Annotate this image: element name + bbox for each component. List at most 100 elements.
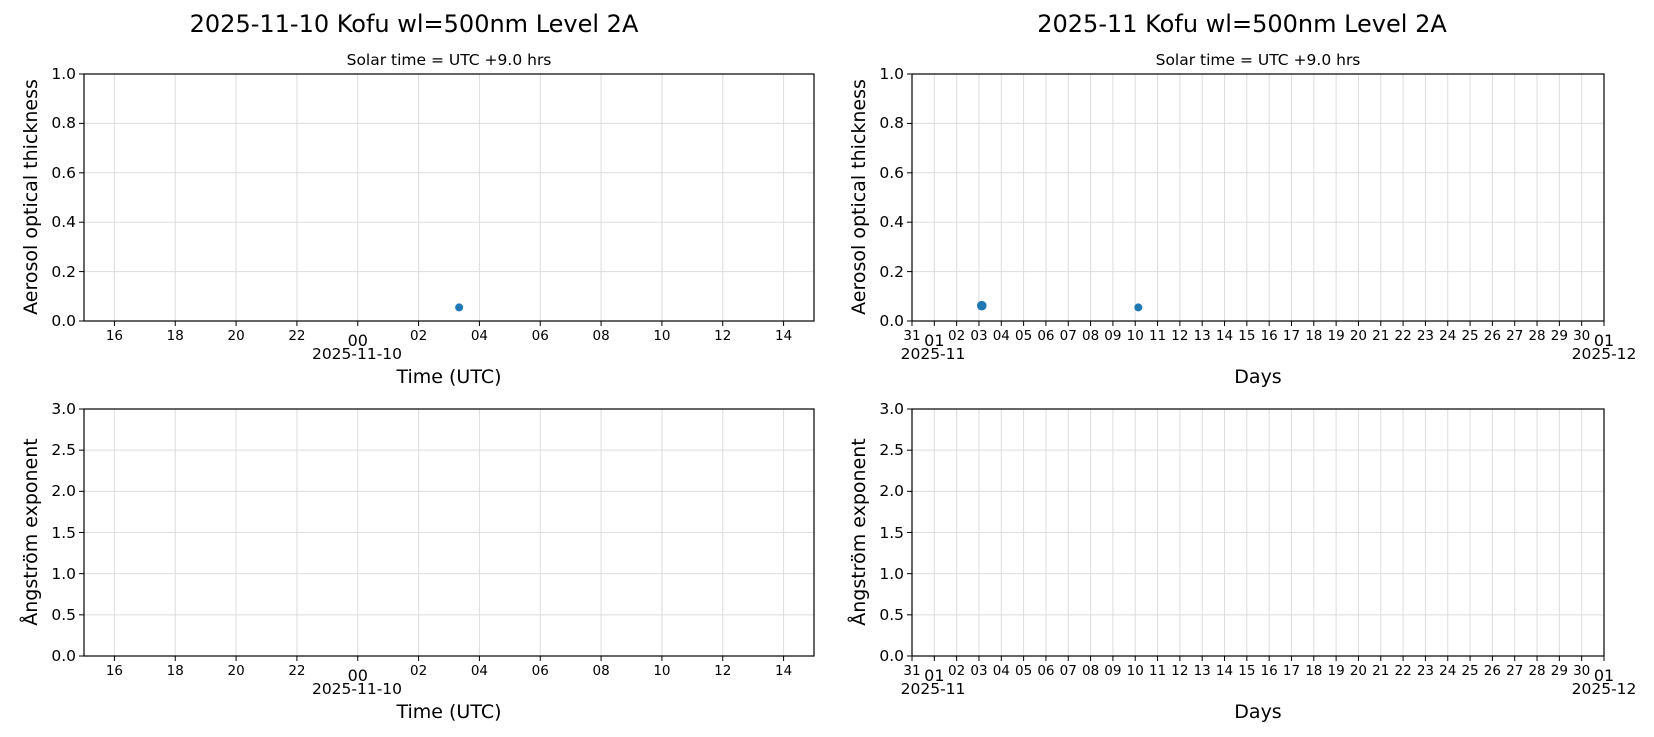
data-point bbox=[1134, 303, 1143, 312]
x-tick-label: 08 bbox=[1081, 328, 1100, 344]
x-tick-label: 27 bbox=[1506, 328, 1524, 344]
x-tick-label: 20 bbox=[1349, 328, 1368, 344]
x-tick-label: 05 bbox=[1015, 328, 1033, 344]
x-tick-label: 16 bbox=[1260, 663, 1278, 679]
x-tick-label: 04 bbox=[992, 328, 1010, 344]
x-tick-label: 10 bbox=[1126, 328, 1144, 344]
x-tick-label: 10 bbox=[653, 663, 671, 679]
x-tick-label: 29 bbox=[1550, 328, 1568, 344]
x-tick-label: 21 bbox=[1372, 328, 1390, 344]
y-tick-label: 0.6 bbox=[51, 163, 76, 182]
y-tick-label: 2.0 bbox=[879, 482, 904, 501]
y-tick-label: 2.0 bbox=[51, 482, 76, 501]
x-tick-label: 12 bbox=[714, 663, 732, 679]
left-subtitle: Solar time = UTC +9.0 hrs bbox=[346, 51, 552, 69]
x-tick-label: 16 bbox=[1260, 328, 1278, 344]
y-tick-label: 0.2 bbox=[51, 262, 76, 281]
x-tick-label: 17 bbox=[1282, 663, 1301, 679]
x-tick-label: 11 bbox=[1148, 328, 1167, 344]
x-tick-label: 27 bbox=[1506, 663, 1524, 679]
x-tick-label: 19 bbox=[1327, 663, 1345, 679]
x-tick-label: 16 bbox=[105, 663, 123, 679]
x-tick-label: 12 bbox=[1171, 328, 1189, 344]
x-tick-label: 01 bbox=[924, 331, 945, 350]
x-tick-label: 20 bbox=[227, 663, 245, 679]
x-tick-label: 12 bbox=[714, 328, 732, 344]
time-xlabel-bottom: Time (UTC) bbox=[396, 701, 502, 723]
y-tick-label: 0.6 bbox=[879, 163, 904, 182]
x-tick-label: 20 bbox=[227, 328, 245, 344]
x-tick-label: 24 bbox=[1439, 328, 1457, 344]
y-tick-label: 0.0 bbox=[879, 647, 904, 665]
x-tick-label: 25 bbox=[1461, 328, 1479, 344]
x-tick-label: 17 bbox=[1282, 328, 1301, 344]
x-tick-label: 14 bbox=[1215, 328, 1234, 344]
x-tick-label: 18 bbox=[166, 328, 184, 344]
x-tick-label: 22 bbox=[1394, 328, 1412, 344]
y-tick-label: 1.5 bbox=[51, 523, 76, 542]
x-tick-label: 22 bbox=[1394, 663, 1412, 679]
x-tick-label: 28 bbox=[1528, 663, 1546, 679]
month-start-label-bottom: 2025-11 bbox=[900, 680, 966, 698]
x-tick-label: 26 bbox=[1483, 328, 1501, 344]
x-tick-label: 06 bbox=[531, 663, 549, 679]
x-tick-label: 06 bbox=[531, 328, 549, 344]
x-tick-label: 07 bbox=[1059, 328, 1077, 344]
y-tick-label: 0.8 bbox=[879, 114, 904, 133]
x-tick-label: 14 bbox=[774, 663, 793, 679]
y-tick-label: 0.2 bbox=[879, 262, 904, 281]
daily-date-label-bottom: 2025-11-10 bbox=[311, 680, 403, 698]
x-tick-label: 03 bbox=[970, 663, 988, 679]
x-tick-label: 04 bbox=[470, 663, 488, 679]
x-tick-label: 00 bbox=[347, 666, 368, 685]
x-tick-label: 25 bbox=[1461, 663, 1479, 679]
x-tick-label: 18 bbox=[1305, 663, 1323, 679]
x-tick-label: 01 bbox=[1593, 666, 1615, 685]
y-tick-label: 0.5 bbox=[51, 605, 76, 624]
x-tick-label: 01 bbox=[924, 666, 945, 685]
x-tick-label: 10 bbox=[653, 328, 671, 344]
x-tick-label: 21 bbox=[1372, 663, 1390, 679]
y-tick-label: 0.0 bbox=[879, 312, 904, 330]
x-tick-label: 15 bbox=[1238, 663, 1256, 679]
x-tick-label: 22 bbox=[288, 663, 306, 679]
left-title: 2025-11-10 Kofu wl=500nm Level 2A bbox=[189, 10, 639, 38]
y-tick-label: 1.0 bbox=[51, 564, 76, 583]
x-tick-label: 04 bbox=[992, 663, 1010, 679]
y-tick-label: 0.5 bbox=[879, 605, 904, 624]
x-tick-label: 01 bbox=[1593, 331, 1615, 350]
y-tick-label: 2.5 bbox=[51, 441, 76, 460]
x-tick-label: 23 bbox=[1416, 663, 1434, 679]
y-tick-label: 1.5 bbox=[879, 523, 904, 542]
x-tick-label: 31 bbox=[903, 663, 921, 679]
x-tick-label: 09 bbox=[1104, 663, 1122, 679]
y-tick-label: 0.0 bbox=[51, 312, 76, 330]
x-tick-label: 14 bbox=[1215, 663, 1234, 679]
x-tick-label: 23 bbox=[1416, 328, 1434, 344]
x-tick-label: 13 bbox=[1193, 663, 1211, 679]
y-tick-label: 3.0 bbox=[51, 400, 76, 418]
right-title: 2025-11 Kofu wl=500nm Level 2A bbox=[1037, 10, 1447, 38]
x-tick-label: 15 bbox=[1238, 328, 1256, 344]
x-tick-label: 30 bbox=[1573, 328, 1591, 344]
y-tick-label: 1.0 bbox=[879, 65, 904, 83]
y-tick-label: 0.0 bbox=[51, 647, 76, 665]
y-tick-label: 3.0 bbox=[879, 400, 904, 418]
month-end-label-top: 2025-12 bbox=[1571, 345, 1637, 363]
x-tick-label: 31 bbox=[903, 328, 921, 344]
x-tick-label: 18 bbox=[1305, 328, 1323, 344]
x-tick-label: 02 bbox=[948, 328, 966, 344]
time-xlabel-top: Time (UTC) bbox=[396, 366, 502, 388]
x-tick-label: 13 bbox=[1193, 328, 1211, 344]
data-point bbox=[976, 300, 987, 311]
data-point bbox=[455, 303, 464, 312]
x-tick-label: 02 bbox=[948, 663, 966, 679]
right-subtitle: Solar time = UTC +9.0 hrs bbox=[1155, 51, 1361, 69]
x-tick-label: 22 bbox=[288, 328, 306, 344]
x-tick-label: 00 bbox=[347, 331, 368, 350]
days-xlabel-top: Days bbox=[1234, 366, 1282, 388]
x-tick-label: 11 bbox=[1148, 663, 1167, 679]
x-tick-label: 08 bbox=[1081, 663, 1100, 679]
x-tick-label: 28 bbox=[1528, 328, 1546, 344]
x-tick-label: 30 bbox=[1573, 663, 1591, 679]
